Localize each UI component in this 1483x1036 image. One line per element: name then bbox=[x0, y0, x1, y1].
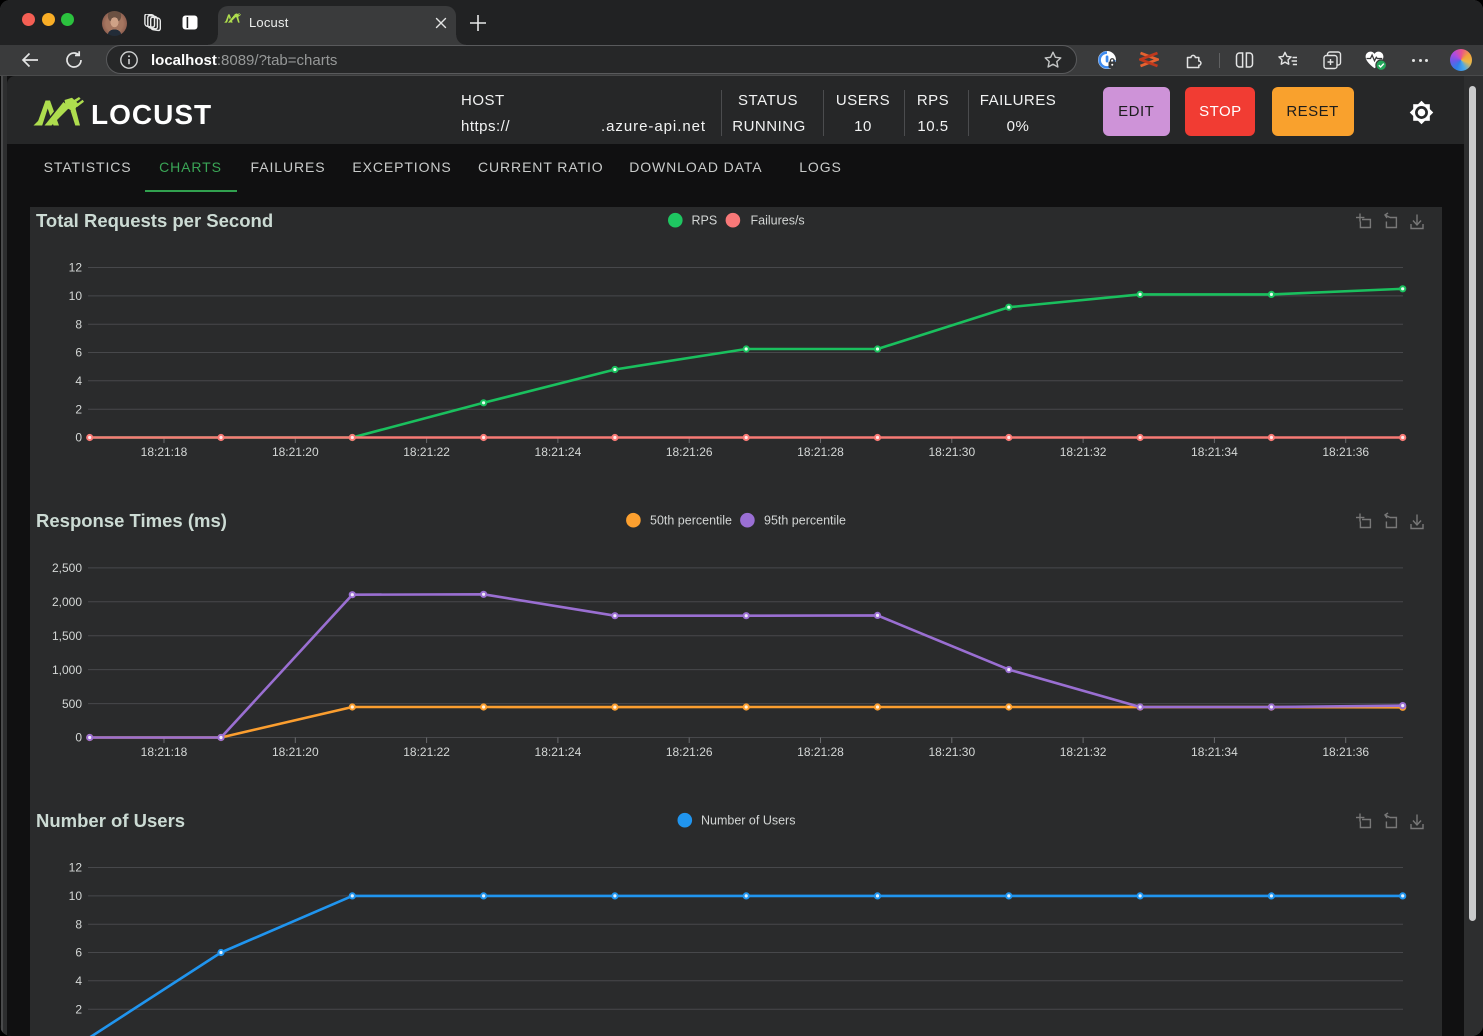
svg-text:18:21:34: 18:21:34 bbox=[1191, 445, 1238, 459]
svg-text:95th percentile: 95th percentile bbox=[764, 513, 846, 527]
svg-text:18:21:30: 18:21:30 bbox=[928, 745, 975, 759]
svg-text:18:21:28: 18:21:28 bbox=[797, 445, 844, 459]
svg-text:18:21:26: 18:21:26 bbox=[666, 745, 713, 759]
svg-text:8: 8 bbox=[75, 317, 82, 331]
svg-text:2: 2 bbox=[75, 1002, 82, 1016]
svg-text:18:21:22: 18:21:22 bbox=[403, 745, 450, 759]
svg-text:RPS: RPS bbox=[692, 213, 718, 227]
svg-text:8: 8 bbox=[75, 917, 82, 931]
svg-text:18:21:28: 18:21:28 bbox=[797, 745, 844, 759]
svg-text:Total Requests per Second: Total Requests per Second bbox=[36, 210, 273, 231]
svg-text:6: 6 bbox=[75, 346, 82, 360]
svg-text:18:21:22: 18:21:22 bbox=[403, 445, 450, 459]
svg-text:12: 12 bbox=[69, 861, 83, 875]
svg-text:18:21:34: 18:21:34 bbox=[1191, 745, 1238, 759]
svg-text:Number of Users: Number of Users bbox=[701, 813, 795, 827]
svg-text:1,500: 1,500 bbox=[52, 629, 82, 643]
svg-text:18:21:36: 18:21:36 bbox=[1322, 745, 1369, 759]
svg-text:4: 4 bbox=[75, 974, 82, 988]
svg-text:50th percentile: 50th percentile bbox=[650, 513, 732, 527]
svg-text:500: 500 bbox=[62, 697, 82, 711]
svg-text:Failures/s: Failures/s bbox=[751, 213, 805, 227]
svg-text:1,000: 1,000 bbox=[52, 663, 82, 677]
svg-text:18:21:20: 18:21:20 bbox=[272, 745, 319, 759]
svg-text:2,000: 2,000 bbox=[52, 595, 82, 609]
svg-text:18:21:26: 18:21:26 bbox=[666, 445, 713, 459]
svg-text:18:21:18: 18:21:18 bbox=[141, 445, 188, 459]
svg-text:18:21:20: 18:21:20 bbox=[272, 445, 319, 459]
svg-text:2,500: 2,500 bbox=[52, 561, 82, 575]
svg-text:10: 10 bbox=[69, 889, 83, 903]
svg-text:10: 10 bbox=[69, 289, 83, 303]
svg-text:2: 2 bbox=[75, 402, 82, 416]
svg-text:18:21:24: 18:21:24 bbox=[535, 445, 582, 459]
svg-text:18:21:24: 18:21:24 bbox=[535, 745, 582, 759]
svg-text:18:21:32: 18:21:32 bbox=[1060, 445, 1107, 459]
svg-text:18:21:30: 18:21:30 bbox=[928, 445, 975, 459]
svg-text:Number of Users: Number of Users bbox=[36, 810, 185, 831]
svg-text:18:21:36: 18:21:36 bbox=[1322, 445, 1369, 459]
svg-text:18:21:32: 18:21:32 bbox=[1060, 745, 1107, 759]
svg-text:12: 12 bbox=[69, 261, 83, 275]
svg-text:0: 0 bbox=[75, 431, 82, 445]
svg-text:Response Times (ms): Response Times (ms) bbox=[36, 510, 227, 531]
svg-text:6: 6 bbox=[75, 946, 82, 960]
svg-text:4: 4 bbox=[75, 374, 82, 388]
svg-text:18:21:18: 18:21:18 bbox=[141, 745, 188, 759]
svg-text:0: 0 bbox=[75, 731, 82, 745]
